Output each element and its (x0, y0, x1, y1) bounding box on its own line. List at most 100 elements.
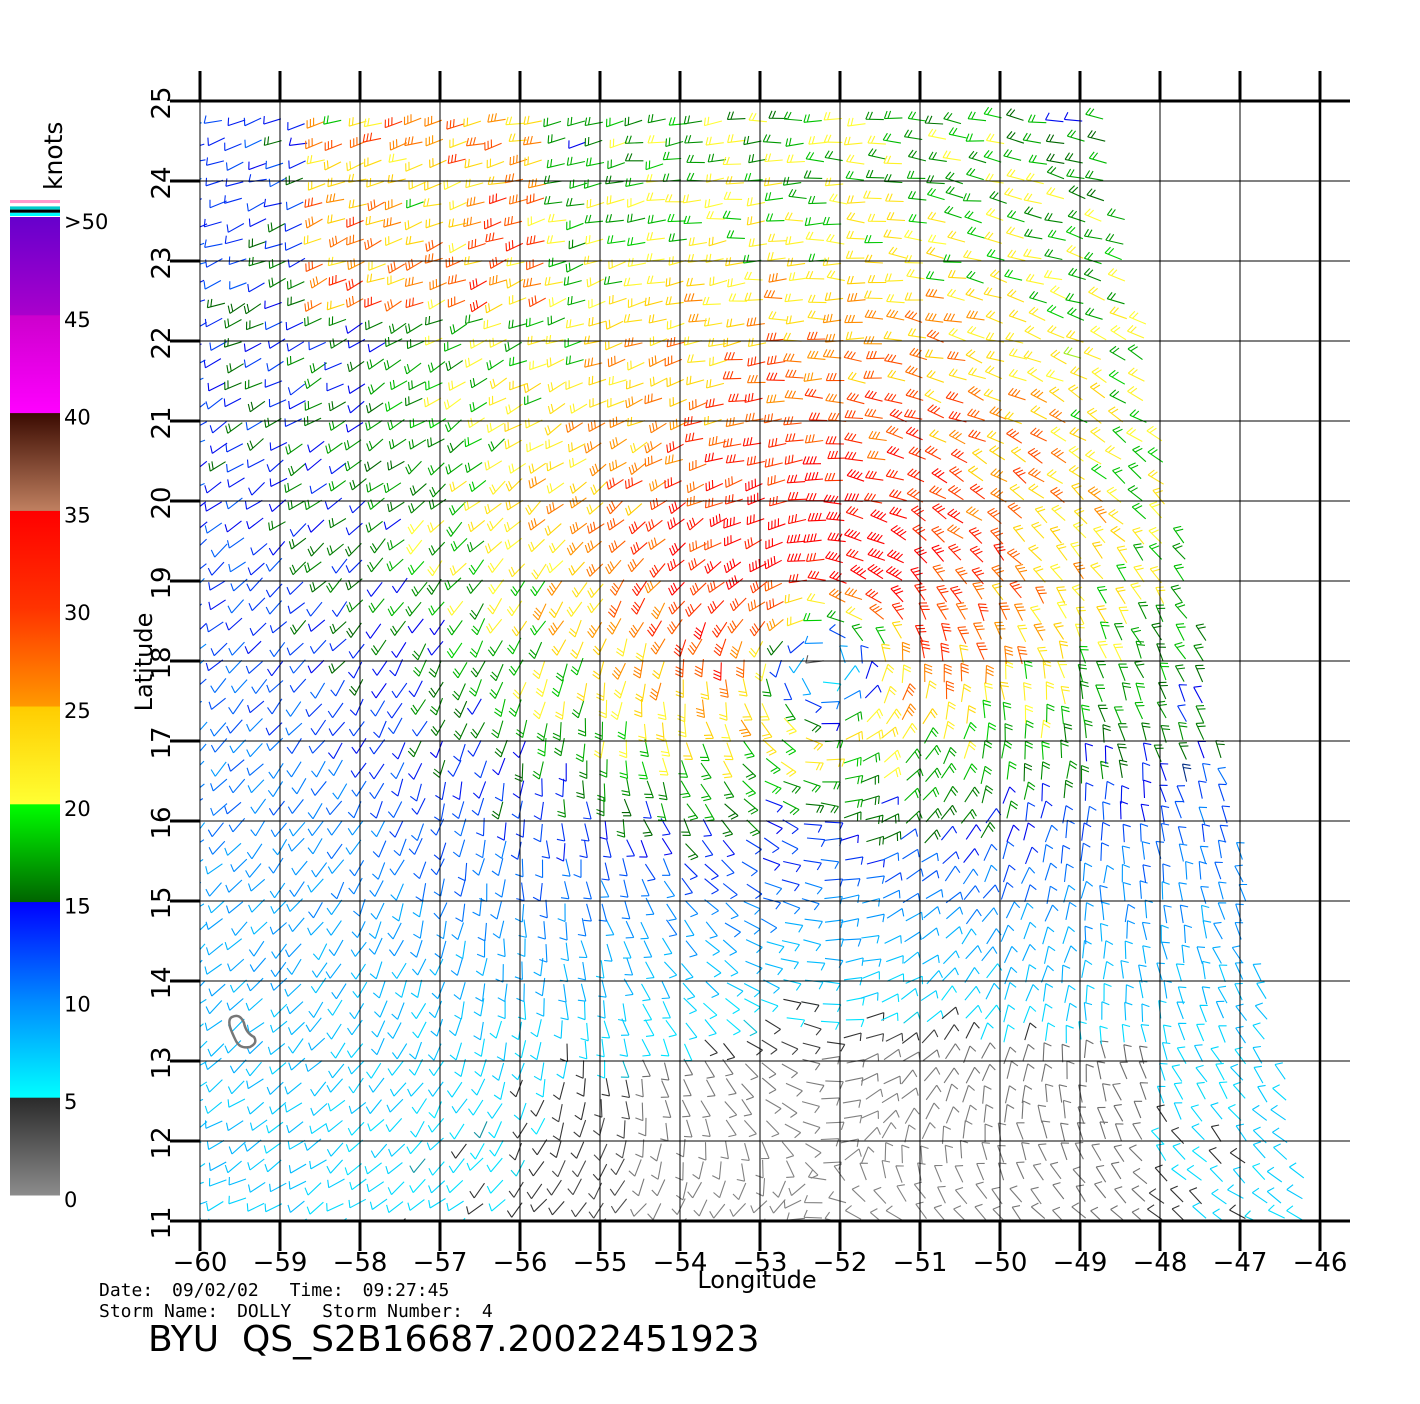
wind-barb (200, 1023, 204, 1028)
colorbar-units-label: knots (39, 122, 68, 190)
wind-barb (1004, 660, 1014, 680)
wind-barb (466, 698, 482, 715)
wind-barb (447, 600, 464, 616)
wind-barb (1183, 924, 1193, 944)
wind-barb (725, 1078, 737, 1096)
wind-barb (1066, 1060, 1075, 1080)
wind-barb (327, 742, 343, 760)
wind-barb (948, 543, 962, 561)
wind-barb (308, 1037, 326, 1051)
wind-barb (386, 1098, 404, 1113)
wind-barb (556, 1060, 568, 1079)
wind-barb (1156, 962, 1165, 981)
wind-barb (528, 295, 546, 308)
wind-barb (587, 521, 605, 534)
wind-barb (606, 518, 625, 531)
wind-barb (825, 551, 843, 564)
wind-barb (1046, 469, 1063, 484)
wind-barb (331, 983, 347, 1000)
wind-barb (1172, 525, 1185, 544)
wind-barb (1021, 1100, 1031, 1119)
wind-barb (1197, 780, 1207, 799)
wind-barb (742, 763, 757, 781)
figure-footer: Date: 09/02/02 Time: 09:27:45 Storm Name… (99, 1280, 760, 1360)
wind-barb (1119, 800, 1129, 820)
wind-barb (635, 1078, 644, 1098)
wind-barb (1042, 844, 1054, 863)
wind-barb (267, 1042, 286, 1056)
wind-barb (765, 1019, 781, 1035)
wind-barb (1006, 548, 1022, 565)
wind-barb (246, 1078, 264, 1090)
wind-barb (470, 661, 486, 678)
wind-barb (1072, 1166, 1086, 1184)
wind-barb (1194, 664, 1205, 683)
wind-barb (210, 543, 228, 558)
wind-barb (246, 577, 263, 592)
wind-barb (609, 579, 625, 596)
wind-barb (248, 482, 265, 496)
wind-barb (583, 903, 592, 922)
longitude-tick-label: −48 (1133, 1248, 1188, 1278)
wind-barb (804, 699, 822, 714)
wind-barb (761, 721, 773, 740)
wind-barb (1113, 1144, 1125, 1163)
wind-barb (1159, 763, 1169, 781)
wind-barb (309, 483, 328, 495)
wind-barb (866, 875, 885, 884)
wind-barb (488, 193, 507, 205)
y-axis-label: Latitude (130, 613, 158, 712)
wind-barb (565, 420, 583, 433)
wind-barb (508, 1181, 524, 1198)
wind-barb (1172, 1142, 1186, 1160)
wind-barb (666, 320, 685, 330)
wind-barb (566, 156, 586, 166)
wind-barb (962, 1084, 975, 1103)
wind-barb (343, 439, 362, 451)
wind-barb (668, 581, 685, 596)
storm-line: Storm Name: DOLLY Storm Number: 4 (99, 1301, 493, 1322)
wind-barb (891, 621, 903, 639)
wind-barb (967, 367, 986, 380)
wind-barb (1231, 945, 1243, 963)
wind-barb (410, 979, 423, 998)
wind-barb (1109, 345, 1126, 361)
wind-barb (844, 432, 863, 444)
wind-barb (284, 983, 302, 997)
wind-barb (349, 1178, 367, 1191)
wind-barb (405, 601, 422, 617)
wind-barb (921, 1122, 936, 1140)
wind-barb (606, 235, 626, 245)
wind-barb (535, 679, 548, 698)
longitude-tick-label: −46 (1293, 1248, 1348, 1278)
wind-barb (882, 813, 900, 824)
wind-barb (713, 638, 727, 657)
wind-barbs-layer (200, 106, 1305, 1221)
wind-barb (548, 297, 567, 308)
wind-barb (1091, 541, 1103, 559)
wind-barb (246, 743, 263, 758)
wind-barb (1084, 208, 1102, 222)
wind-barb (1012, 524, 1026, 542)
wind-barb (725, 417, 744, 428)
wind-barb (309, 639, 327, 654)
wind-barb (409, 483, 427, 496)
wind-barb (985, 664, 995, 684)
wind-barb (842, 1099, 862, 1108)
wind-barb (981, 785, 994, 804)
wind-barb (347, 820, 364, 836)
wind-barb (453, 743, 466, 762)
wind-barb (947, 351, 966, 362)
wind-barb (671, 1198, 686, 1215)
wind-barb (825, 372, 845, 382)
wind-barb (781, 840, 799, 855)
wind-barb (208, 983, 226, 997)
wind-barb (490, 663, 504, 682)
wind-barb (906, 268, 925, 280)
wind-barb (493, 1081, 506, 1100)
wind-barb (610, 702, 623, 721)
wind-barb (1155, 1143, 1167, 1161)
wind-barb (512, 780, 525, 799)
wind-barb (594, 721, 604, 741)
wind-barb (884, 392, 903, 404)
